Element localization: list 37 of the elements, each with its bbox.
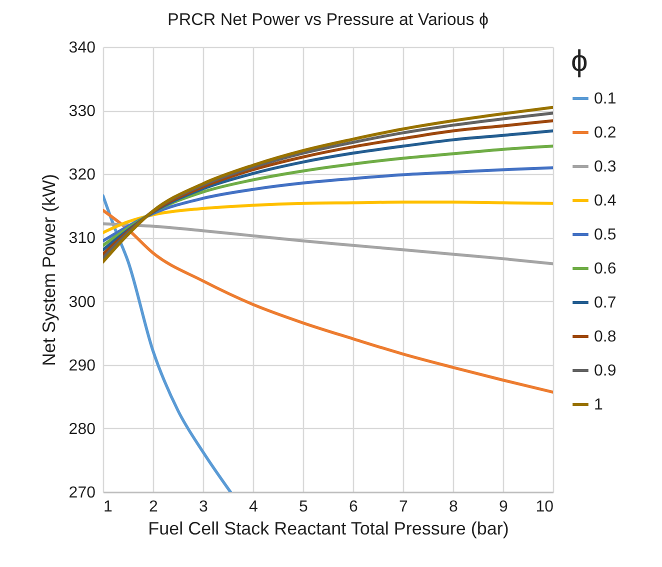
y-tick-label: 270	[68, 484, 96, 502]
x-tick-label: 4	[249, 498, 258, 516]
y-tick-label: 310	[68, 230, 96, 248]
x-tick-label: 10	[536, 498, 554, 516]
x-axis-title: Fuel Cell Stack Reactant Total Pressure (bar)	[148, 518, 509, 538]
y-tick-label: 330	[68, 103, 96, 120]
legend-label: 0.7	[594, 294, 616, 312]
legend-label: 0.9	[594, 362, 616, 380]
line-series	[103, 222, 553, 266]
legend-title: ϕ	[571, 45, 588, 78]
x-tick-label: 9	[499, 498, 508, 516]
legend-label: 0.8	[594, 328, 616, 346]
line-series	[103, 166, 553, 242]
x-tick-label: 2	[149, 498, 158, 516]
line-series	[103, 200, 553, 234]
x-tick-label: 3	[199, 498, 208, 516]
y-tick-label: 320	[68, 166, 96, 184]
y-tick-label: 300	[68, 294, 96, 311]
x-tick-label: 7	[399, 498, 408, 516]
legend-label: 1	[594, 396, 603, 414]
y-tick-label: 290	[68, 357, 96, 374]
y-tick-label: 280	[68, 420, 96, 438]
legend-label: 0.1	[594, 90, 616, 108]
legend-label: 0.2	[594, 124, 616, 142]
x-tick-label: 1	[104, 498, 112, 516]
y-axis-title: Net System Power (kW)	[38, 174, 59, 366]
legend-label: 0.6	[594, 260, 616, 278]
x-tick-label: 5	[299, 498, 308, 516]
chart-title: PRCR Net Power vs Pressure at Various ϕ	[168, 10, 488, 29]
line-series	[103, 194, 232, 492]
legend-label: 0.3	[594, 158, 616, 176]
x-tick-label: 6	[349, 498, 358, 516]
legend-label: 0.4	[594, 192, 616, 210]
y-tick-label: 340	[68, 40, 96, 56]
x-tick-label: 8	[449, 498, 458, 516]
legend-label: 0.5	[594, 226, 616, 244]
line-series	[103, 208, 553, 394]
